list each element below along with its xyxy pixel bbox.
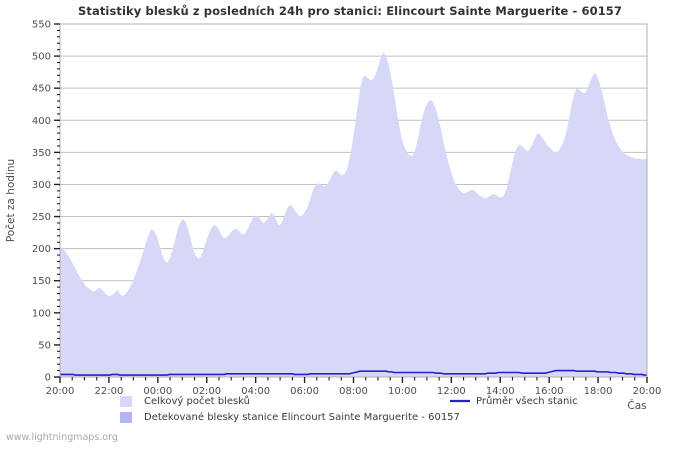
x-axis-title: Čas <box>627 399 646 412</box>
y-tick-label: 200 <box>32 244 51 255</box>
y-axis-label: Počet za hodinu <box>5 159 17 242</box>
y-tick-label: 350 <box>32 148 51 159</box>
legend-swatch-icon <box>120 412 132 423</box>
legend-item[interactable]: Detekované blesky stanice Elincourt Sain… <box>120 411 460 423</box>
x-tick-label: 20:00 <box>633 386 662 397</box>
x-axis-ticks: 20:00 22:00 00:00 02:00 04:00 06:00 08:00 10:00… <box>46 377 662 397</box>
page-title: Statistiky blesků z posledních 24h pro s… <box>77 4 622 18</box>
legend-item[interactable]: Celkový počet blesků <box>120 395 250 407</box>
y-tick-label: 0 <box>45 373 51 384</box>
x-tick-label: 10:00 <box>388 386 417 397</box>
x-tick-label: 16:00 <box>535 386 564 397</box>
x-tick-label: 02:00 <box>192 386 221 397</box>
x-tick-label: 08:00 <box>339 386 368 397</box>
legend-label: Průměr všech stanic <box>476 395 578 407</box>
chart-legend: Celkový počet blesků Detekované blesky st… <box>120 395 578 423</box>
x-tick-label: 00:00 <box>143 386 172 397</box>
y-tick-label: 500 <box>32 52 51 63</box>
x-axis-label: Čas <box>627 399 646 412</box>
y-tick-label: 150 <box>32 276 51 287</box>
legend-item[interactable]: Průměr všech stanic <box>450 395 578 407</box>
x-tick-label: 20:00 <box>46 386 75 397</box>
x-tick-label: 12:00 <box>437 386 466 397</box>
line-average-all-stations <box>60 369 647 376</box>
series-line-average <box>60 369 647 376</box>
y-tick-label: 300 <box>32 180 51 191</box>
x-tick-label: 04:00 <box>241 386 270 397</box>
y-tick-label: 450 <box>32 84 51 95</box>
x-tick-label: 06:00 <box>290 386 319 397</box>
y-tick-label: 100 <box>32 308 51 319</box>
site-watermark: www.lightningmaps.org <box>6 432 118 443</box>
series-area-total <box>60 52 647 378</box>
y-axis-ticks: 0 50 100 150 200 250 300 350 400 450 500 550 <box>32 20 60 384</box>
x-tick-label: 18:00 <box>584 386 613 397</box>
x-tick-label: 14:00 <box>486 386 515 397</box>
y-tick-label: 50 <box>38 340 51 351</box>
x-tick-label: 22:00 <box>95 386 124 397</box>
y-tick-label: 550 <box>32 20 51 31</box>
legend-label: Detekované blesky stanice Elincourt Sain… <box>144 411 460 423</box>
legend-label: Celkový počet blesků <box>144 395 250 407</box>
y-axis-title: Počet za hodinu <box>5 159 17 242</box>
y-tick-label: 250 <box>32 212 51 223</box>
area-total-lightning <box>60 52 647 378</box>
y-tick-label: 400 <box>32 116 51 127</box>
legend-swatch-icon <box>120 396 132 407</box>
